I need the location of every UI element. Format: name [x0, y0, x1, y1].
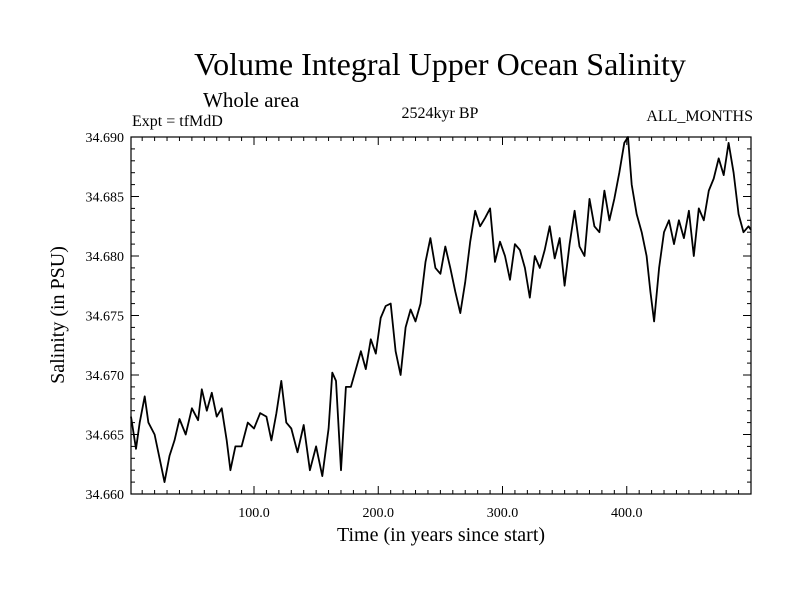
axis-ticks [131, 137, 751, 494]
y-axis-label: Salinity (in PSU) [47, 246, 69, 384]
y-tick-label: 34.660 [86, 488, 125, 503]
y-tick-label: 34.680 [86, 250, 125, 265]
x-tick-label: 100.0 [238, 506, 270, 521]
y-tick-label: 34.665 [86, 429, 125, 444]
experiment-label: Expt = tfMdD [132, 113, 223, 130]
x-tick-label: 200.0 [363, 506, 395, 521]
x-axis-label: Time (in years since start) [337, 524, 545, 546]
y-tick-label: 34.690 [86, 131, 125, 146]
plot-frame [130, 136, 752, 495]
y-tick-label: 34.670 [86, 369, 125, 384]
y-tick-label: 34.675 [86, 310, 125, 325]
x-tick-label: 400.0 [611, 506, 643, 521]
salinity-series-line [130, 136, 752, 483]
axis-tick-labels: 100.0 200.0 300.0 400.0 34.660 34.665 34.670 34… [86, 131, 643, 521]
x-tick-label: 300.0 [487, 506, 519, 521]
chart-subtitle: Whole area [203, 88, 300, 112]
chart-title: Volume Integral Upper Ocean Salinity [194, 46, 686, 82]
months-label: ALL_MONTHS [646, 108, 753, 125]
y-tick-label: 34.685 [86, 191, 125, 206]
period-label: 2524kyr BP [401, 105, 479, 122]
